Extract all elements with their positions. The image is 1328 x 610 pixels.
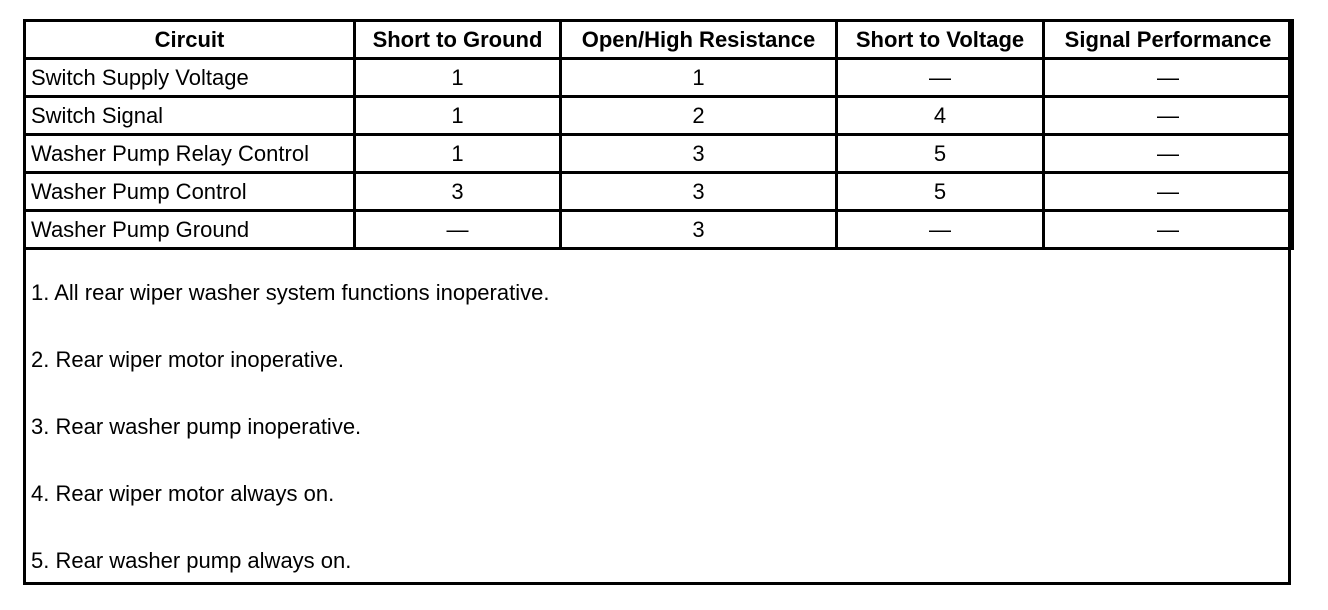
header-open-high-resistance: Open/High Resistance	[559, 19, 838, 60]
header-circuit: Circuit	[23, 19, 356, 60]
table-cell: —	[353, 209, 562, 250]
circuit-name: Switch Signal	[23, 95, 356, 136]
table-cell: 1	[353, 57, 562, 98]
header-row: Circuit Short to Ground Open/High Resist…	[23, 19, 1294, 60]
table-cell: 2	[559, 95, 838, 136]
note-item: 1. All rear wiper washer system function…	[31, 280, 550, 305]
header-short-to-voltage: Short to Voltage	[835, 19, 1045, 60]
table-cell: —	[1042, 133, 1294, 174]
note-item: 3. Rear washer pump inoperative.	[31, 414, 362, 439]
note-item: 2. Rear wiper motor inoperative.	[31, 347, 345, 372]
symptom-table: Circuit Short to Ground Open/High Resist…	[23, 19, 1294, 250]
table-cell: —	[1042, 57, 1294, 98]
symptom-notes: 1. All rear wiper washer system function…	[26, 270, 1288, 582]
table-cell: —	[1042, 209, 1294, 250]
circuit-name: Washer Pump Relay Control	[23, 133, 356, 174]
table-cell: —	[1042, 171, 1294, 212]
table-cell: 1	[559, 57, 838, 98]
header-signal-performance: Signal Performance	[1042, 19, 1294, 60]
table-cell: 5	[835, 171, 1045, 212]
table-cell: 3	[353, 171, 562, 212]
table-row: Washer Pump Control 3 3 5 —	[23, 171, 1294, 212]
table-cell: 1	[353, 95, 562, 136]
table-row: Switch Signal 1 2 4 —	[23, 95, 1294, 136]
circuit-name: Washer Pump Control	[23, 171, 356, 212]
note-item: 5. Rear washer pump always on.	[31, 548, 352, 573]
table-cell: —	[835, 57, 1045, 98]
note-item: 4. Rear wiper motor always on.	[31, 481, 335, 506]
table-cell: 3	[559, 171, 838, 212]
table-cell: —	[835, 209, 1045, 250]
circuit-name: Switch Supply Voltage	[23, 57, 356, 98]
table-cell: 3	[559, 133, 838, 174]
table-row: Washer Pump Relay Control 1 3 5 —	[23, 133, 1294, 174]
table-cell: 1	[353, 133, 562, 174]
table-cell: —	[1042, 95, 1294, 136]
circuit-name: Washer Pump Ground	[23, 209, 356, 250]
table-cell: 3	[559, 209, 838, 250]
table-row: Washer Pump Ground — 3 — —	[23, 209, 1294, 250]
table-cell: 4	[835, 95, 1045, 136]
table-row: Switch Supply Voltage 1 1 — —	[23, 57, 1294, 98]
header-short-to-ground: Short to Ground	[353, 19, 562, 60]
table-cell: 5	[835, 133, 1045, 174]
